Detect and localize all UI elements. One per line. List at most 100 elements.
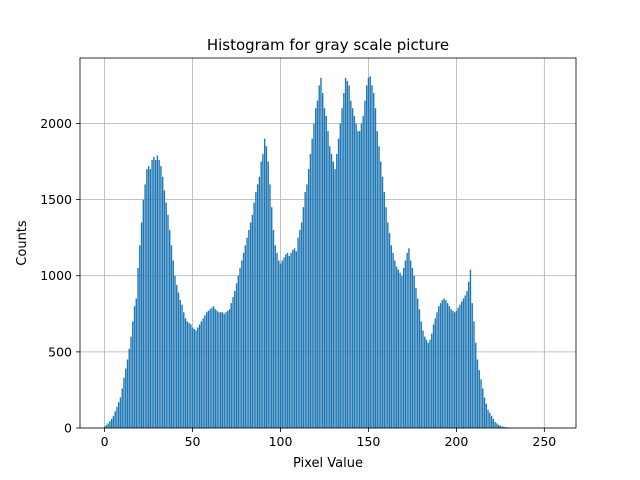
histogram-bar (174, 275, 176, 428)
histogram-bar (427, 342, 429, 428)
histogram-bar (462, 298, 465, 428)
histogram-bar (397, 269, 400, 428)
histogram-bar (158, 160, 160, 428)
histogram-bar (392, 252, 394, 428)
histogram-bar (214, 309, 217, 428)
histogram-bar (109, 421, 111, 428)
histogram-bar (265, 146, 268, 429)
histogram-bar (337, 138, 340, 428)
histogram-bar (181, 304, 183, 428)
histogram-bar (149, 169, 152, 428)
histogram-bar (140, 222, 143, 428)
histogram-bar (504, 427, 507, 428)
histogram-bar (123, 377, 125, 428)
y-tick-label: 0 (64, 421, 72, 436)
histogram-bar (117, 402, 120, 428)
histogram-bar (244, 245, 247, 428)
histogram-bar (179, 300, 181, 428)
histogram-bar (464, 295, 466, 428)
histogram-bar (432, 324, 435, 428)
histogram-bar (272, 230, 275, 428)
histogram-bar (320, 77, 322, 428)
histogram-bar (172, 260, 174, 428)
histogram-bar (218, 312, 220, 428)
histogram-bar (248, 230, 250, 428)
histogram-bar (343, 93, 345, 429)
histogram-bar (341, 108, 343, 428)
histogram-bar (388, 233, 391, 428)
histogram-bar (334, 169, 336, 428)
histogram-bar (234, 290, 236, 428)
histogram-bar (466, 290, 468, 428)
histogram-bar (128, 348, 130, 428)
histogram-bar (295, 251, 298, 428)
histogram-bar (501, 426, 503, 428)
histogram-bar (399, 272, 401, 428)
chart-title: Histogram for gray scale picture (207, 36, 449, 54)
histogram-bar (197, 327, 199, 428)
histogram-bar (411, 268, 414, 428)
histogram-bar (216, 310, 218, 428)
histogram-bar (311, 138, 313, 428)
histogram-bar (133, 306, 136, 428)
histogram-bar (503, 426, 505, 428)
y-tick-label: 1000 (40, 268, 72, 283)
histogram-bar (468, 281, 470, 428)
histogram-bar (313, 123, 315, 428)
histogram-bar (406, 252, 408, 428)
histogram-bar (385, 207, 387, 428)
histogram-bar (357, 131, 359, 428)
histogram-bar (323, 108, 326, 428)
histogram-bar (263, 138, 266, 428)
histogram-bar (237, 275, 240, 428)
histogram-bar (144, 184, 146, 428)
histogram-bar (200, 321, 203, 428)
histogram-bar (364, 100, 366, 429)
histogram-bar (105, 424, 108, 428)
histogram-bar (425, 339, 428, 428)
histogram-bar (494, 421, 496, 428)
histogram-bar (408, 248, 410, 428)
histogram-bar (371, 85, 373, 428)
histogram-bar (446, 303, 449, 428)
histogram-bar (251, 214, 254, 428)
histogram-bar (318, 85, 320, 428)
histogram-bar (139, 245, 141, 428)
histogram-bar (469, 269, 472, 428)
histogram-bar (369, 76, 371, 428)
histogram-bar (350, 100, 352, 429)
histogram-bar (378, 146, 380, 429)
histogram-bar (154, 160, 157, 428)
histogram-bar (499, 425, 502, 428)
histogram-bar (119, 397, 122, 428)
histogram-bar (482, 388, 484, 428)
histogram-bar (416, 298, 419, 428)
histogram-bar (404, 260, 407, 428)
histogram-bar (183, 312, 185, 428)
histogram-bar (496, 423, 498, 428)
histogram-bar (198, 324, 201, 428)
histogram-bar (239, 268, 241, 428)
histogram-bar (374, 108, 377, 428)
histogram-bar (483, 397, 486, 428)
histogram-bar (177, 292, 180, 428)
histogram-bar (135, 298, 137, 428)
x-tick-label: 200 (444, 434, 468, 449)
histogram-bar (114, 411, 116, 428)
histogram-bar (351, 108, 354, 428)
histogram-bar (441, 300, 444, 428)
histogram-bar (209, 309, 211, 428)
x-axis-label: Pixel Value (293, 456, 363, 471)
histogram-bar (387, 222, 389, 428)
histogram-bar (452, 310, 454, 428)
histogram-bar (121, 388, 123, 428)
histogram-bar (228, 309, 231, 428)
histogram-bar (325, 115, 327, 429)
histogram-bar (160, 166, 162, 428)
histogram-bar (204, 315, 206, 428)
y-tick-label: 1500 (40, 192, 72, 207)
histogram-bar (278, 260, 280, 428)
histogram-bar (283, 257, 285, 428)
histogram-bar (429, 339, 431, 428)
histogram-bar (383, 191, 385, 428)
